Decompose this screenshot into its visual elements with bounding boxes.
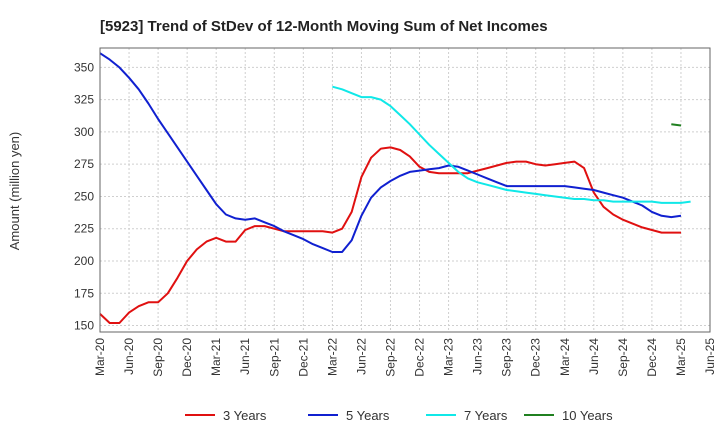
y-tick-label: 200 — [74, 254, 94, 268]
x-tick-label: Mar-21 — [209, 338, 223, 376]
series-line-10-years — [671, 123, 682, 127]
x-tick-label: Jun-23 — [471, 338, 485, 375]
series-line-5-years — [99, 52, 682, 253]
legend-label: 10 Years — [562, 408, 613, 423]
x-tick-label: Jun-22 — [354, 338, 368, 375]
y-tick-labels: 150 175 200 225 250 275 300 325 350 — [74, 60, 94, 332]
x-tick-label: Mar-25 — [674, 338, 688, 376]
legend-label: 5 Years — [346, 408, 390, 423]
y-tick-label: 350 — [74, 60, 94, 74]
y-tick-label: 250 — [74, 189, 94, 203]
x-tick-label: Jun-24 — [587, 338, 601, 375]
x-tick-label: Sep-21 — [267, 338, 281, 377]
y-tick-label: 300 — [74, 125, 94, 139]
y-tick-label: 275 — [74, 157, 94, 171]
x-tick-label: Jun-21 — [238, 338, 252, 375]
plot-area-border — [99, 47, 711, 333]
x-tick-label: Dec-21 — [296, 338, 310, 377]
x-tick-label: Dec-23 — [529, 338, 543, 377]
x-tick-label: Sep-22 — [383, 338, 397, 377]
x-tick-label: Dec-24 — [645, 338, 659, 377]
x-tick-label: Jun-20 — [122, 338, 136, 375]
series-line-3-years — [99, 146, 681, 324]
series-lines — [99, 52, 691, 324]
chart-title: [5923] Trend of StDev of 12-Month Moving… — [100, 18, 548, 35]
y-tick-label: 325 — [74, 93, 94, 107]
legend-label: 3 Years — [223, 408, 267, 423]
y-axis-label: Amount (million yen) — [7, 132, 22, 251]
x-tick-label: Mar-22 — [325, 338, 339, 376]
legend-label: 7 Years — [464, 408, 508, 423]
y-tick-label: 175 — [74, 286, 94, 300]
legend: 3 Years 5 Years 7 Years 10 Years — [185, 408, 613, 423]
x-tick-label: Dec-20 — [180, 338, 194, 377]
x-tick-labels: Mar-20 Jun-20 Sep-20 Dec-20 Mar-21 Jun-21 Sep-… — [93, 338, 717, 377]
y-tick-label: 225 — [74, 222, 94, 236]
series-line-7-years — [332, 85, 691, 204]
x-tick-label: Sep-24 — [616, 338, 630, 377]
x-tick-label: Sep-23 — [500, 338, 514, 377]
x-tick-label: Mar-24 — [558, 338, 572, 376]
y-tick-label: 150 — [74, 319, 94, 333]
x-tick-label: Mar-20 — [93, 338, 107, 376]
x-tick-label: Jun-25 — [703, 338, 717, 375]
x-tick-label: Mar-23 — [442, 338, 456, 376]
x-tick-label: Sep-20 — [151, 338, 165, 377]
x-tick-label: Dec-22 — [413, 338, 427, 377]
grid-lines — [99, 48, 711, 332]
